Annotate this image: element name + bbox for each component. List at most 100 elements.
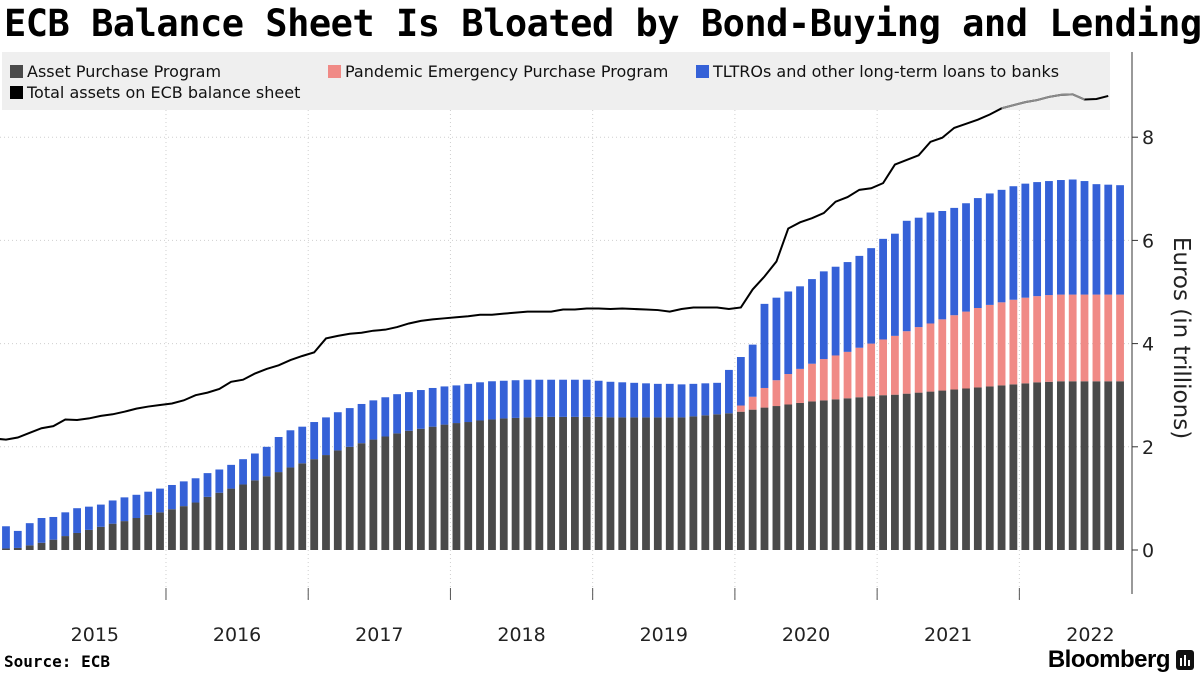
bar-tltro-2 <box>25 523 34 546</box>
bar-app-80 <box>950 389 959 550</box>
bar-tltro-91 <box>1080 181 1089 295</box>
bar-tltro-41 <box>488 381 496 420</box>
bar-tltro-51 <box>606 381 615 418</box>
bar-pepp-63 <box>748 396 757 410</box>
bar-app-6 <box>73 532 81 550</box>
bar-pepp-73 <box>867 343 876 397</box>
bar-app-12 <box>144 514 153 550</box>
bar-app-7 <box>84 529 93 550</box>
bar-app-49 <box>582 416 591 550</box>
bar-app-55 <box>653 417 662 550</box>
bar-app-75 <box>891 394 899 550</box>
bar-tltro-14 <box>168 484 176 510</box>
bar-app-41 <box>488 419 496 550</box>
bar-app-64 <box>760 407 769 550</box>
bar-app-51 <box>606 417 615 550</box>
legend-swatch-tltro <box>696 65 709 78</box>
bar-tltro-3 <box>37 518 46 543</box>
bar-tltro-81 <box>962 203 970 312</box>
bar-app-74 <box>879 395 887 550</box>
bar-tltro-10 <box>120 497 129 522</box>
legend-label-pepp: Pandemic Emergency Purchase Program <box>345 62 669 81</box>
bar-app-38 <box>452 423 461 550</box>
bar-app-18 <box>215 492 224 550</box>
y-tick-label-2: 2 <box>1142 437 1154 459</box>
bar-pepp-70 <box>831 355 840 400</box>
legend-item-total: Total assets on ECB balance sheet <box>10 83 300 103</box>
bar-tltro-49 <box>582 379 591 417</box>
bar-tltro-4 <box>49 516 58 540</box>
bar-app-85 <box>1009 384 1018 550</box>
bar-app-58 <box>689 416 698 550</box>
bar-app-9 <box>108 523 117 550</box>
bar-app-26 <box>310 459 319 550</box>
total-assets-line <box>0 93 1109 441</box>
bar-app-50 <box>594 416 603 550</box>
x-tick-label-2017: 2017 <box>355 624 403 646</box>
bar-tltro-47 <box>559 379 567 417</box>
bar-tltro-27 <box>322 417 330 456</box>
legend-item-pepp: Pandemic Emergency Purchase Program <box>328 62 668 82</box>
bar-app-2 <box>25 545 34 550</box>
bar-app-79 <box>938 390 947 550</box>
bar-tltro-66 <box>784 291 793 375</box>
bar-pepp-78 <box>926 323 935 392</box>
bar-tltro-67 <box>796 286 804 369</box>
bar-pepp-77 <box>914 327 923 393</box>
bar-app-82 <box>973 387 982 550</box>
bar-tltro-77 <box>914 217 923 328</box>
x-tick-label-2020: 2020 <box>782 624 830 646</box>
bar-tltro-23 <box>274 436 283 473</box>
bar-app-88 <box>1045 381 1053 550</box>
bar-tltro-6 <box>73 508 81 533</box>
legend-swatch-app <box>10 65 23 78</box>
bar-tltro-37 <box>440 386 449 425</box>
bar-tltro-86 <box>1021 183 1030 298</box>
bar-tltro-55 <box>653 383 662 418</box>
source-note: Source: ECB <box>4 652 110 671</box>
bar-tltro-79 <box>938 210 947 320</box>
bar-tltro-22 <box>262 446 271 477</box>
bar-app-66 <box>784 404 793 550</box>
bar-tltro-21 <box>250 453 259 481</box>
x-tick-label-2019: 2019 <box>640 624 688 646</box>
bar-tltro-60 <box>713 382 722 415</box>
bar-tltro-61 <box>725 369 733 414</box>
bar-tltro-52 <box>618 382 627 418</box>
bar-pepp-86 <box>1021 297 1030 384</box>
bar-pepp-85 <box>1009 299 1018 385</box>
bar-pepp-82 <box>973 307 982 388</box>
bar-tltro-72 <box>855 255 864 348</box>
bar-app-56 <box>665 417 674 550</box>
legend-swatch-total <box>10 86 23 99</box>
bar-app-20 <box>239 484 247 550</box>
bar-pepp-91 <box>1080 294 1089 382</box>
bar-tltro-73 <box>867 248 876 344</box>
bar-app-37 <box>440 424 449 550</box>
bar-tltro-58 <box>689 383 698 417</box>
bar-tltro-8 <box>96 504 105 527</box>
bar-app-16 <box>191 502 200 550</box>
bar-pepp-74 <box>879 339 887 396</box>
bar-app-40 <box>476 420 484 550</box>
bar-app-14 <box>168 509 176 550</box>
bar-tltro-36 <box>428 387 437 427</box>
bar-pepp-71 <box>843 351 852 399</box>
bar-app-4 <box>49 539 58 550</box>
bar-app-94 <box>1116 381 1124 550</box>
bar-app-15 <box>179 506 188 550</box>
bar-app-90 <box>1068 381 1077 550</box>
bar-app-93 <box>1104 381 1113 550</box>
bar-pepp-88 <box>1045 295 1053 382</box>
bar-pepp-81 <box>962 311 970 389</box>
bar-tltro-71 <box>843 262 852 352</box>
bar-app-65 <box>772 406 781 550</box>
bar-app-24 <box>286 467 295 550</box>
bar-app-10 <box>120 521 129 550</box>
bars <box>2 179 1124 550</box>
bar-app-29 <box>345 446 354 550</box>
axes: 0 2 4 6 8 Euros (in trillions) 2015 2016 2017 201… <box>71 52 1194 646</box>
bar-app-35 <box>416 428 425 550</box>
bar-tltro-33 <box>393 394 401 434</box>
bar-tltro-15 <box>179 481 188 507</box>
